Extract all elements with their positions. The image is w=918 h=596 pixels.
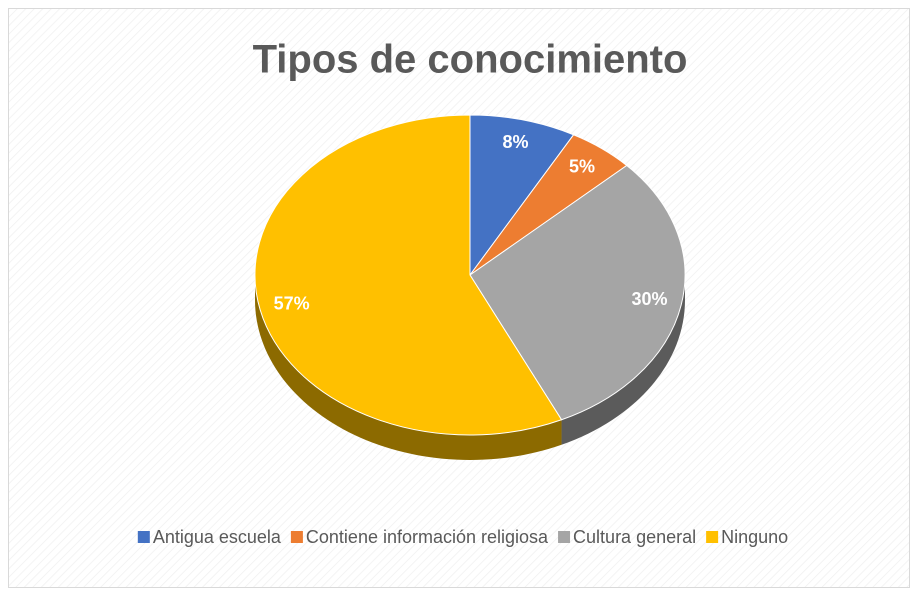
slice [469,114,575,277]
legend-label: Ninguno [721,527,788,547]
legend-swatch [558,531,571,543]
legend-label: Contiene información religiosa [306,527,549,547]
legend-label: Antigua escuela [153,527,282,547]
legend: Antigua escuela Contiene información reli… [137,527,788,547]
slice-side [561,275,685,445]
data-label: 30% [631,289,667,309]
data-label: 8% [502,132,528,152]
data-label: 5% [569,156,595,176]
legend-swatch [290,531,303,543]
slice [254,114,563,436]
slice [469,164,686,421]
slice-side [255,275,562,460]
data-label: 57% [274,293,310,313]
legend-swatch [706,531,719,543]
legend-swatch [137,531,150,543]
legend-label: Cultura general [573,527,696,547]
chart-title: Tipos de conocimiento [253,38,688,82]
